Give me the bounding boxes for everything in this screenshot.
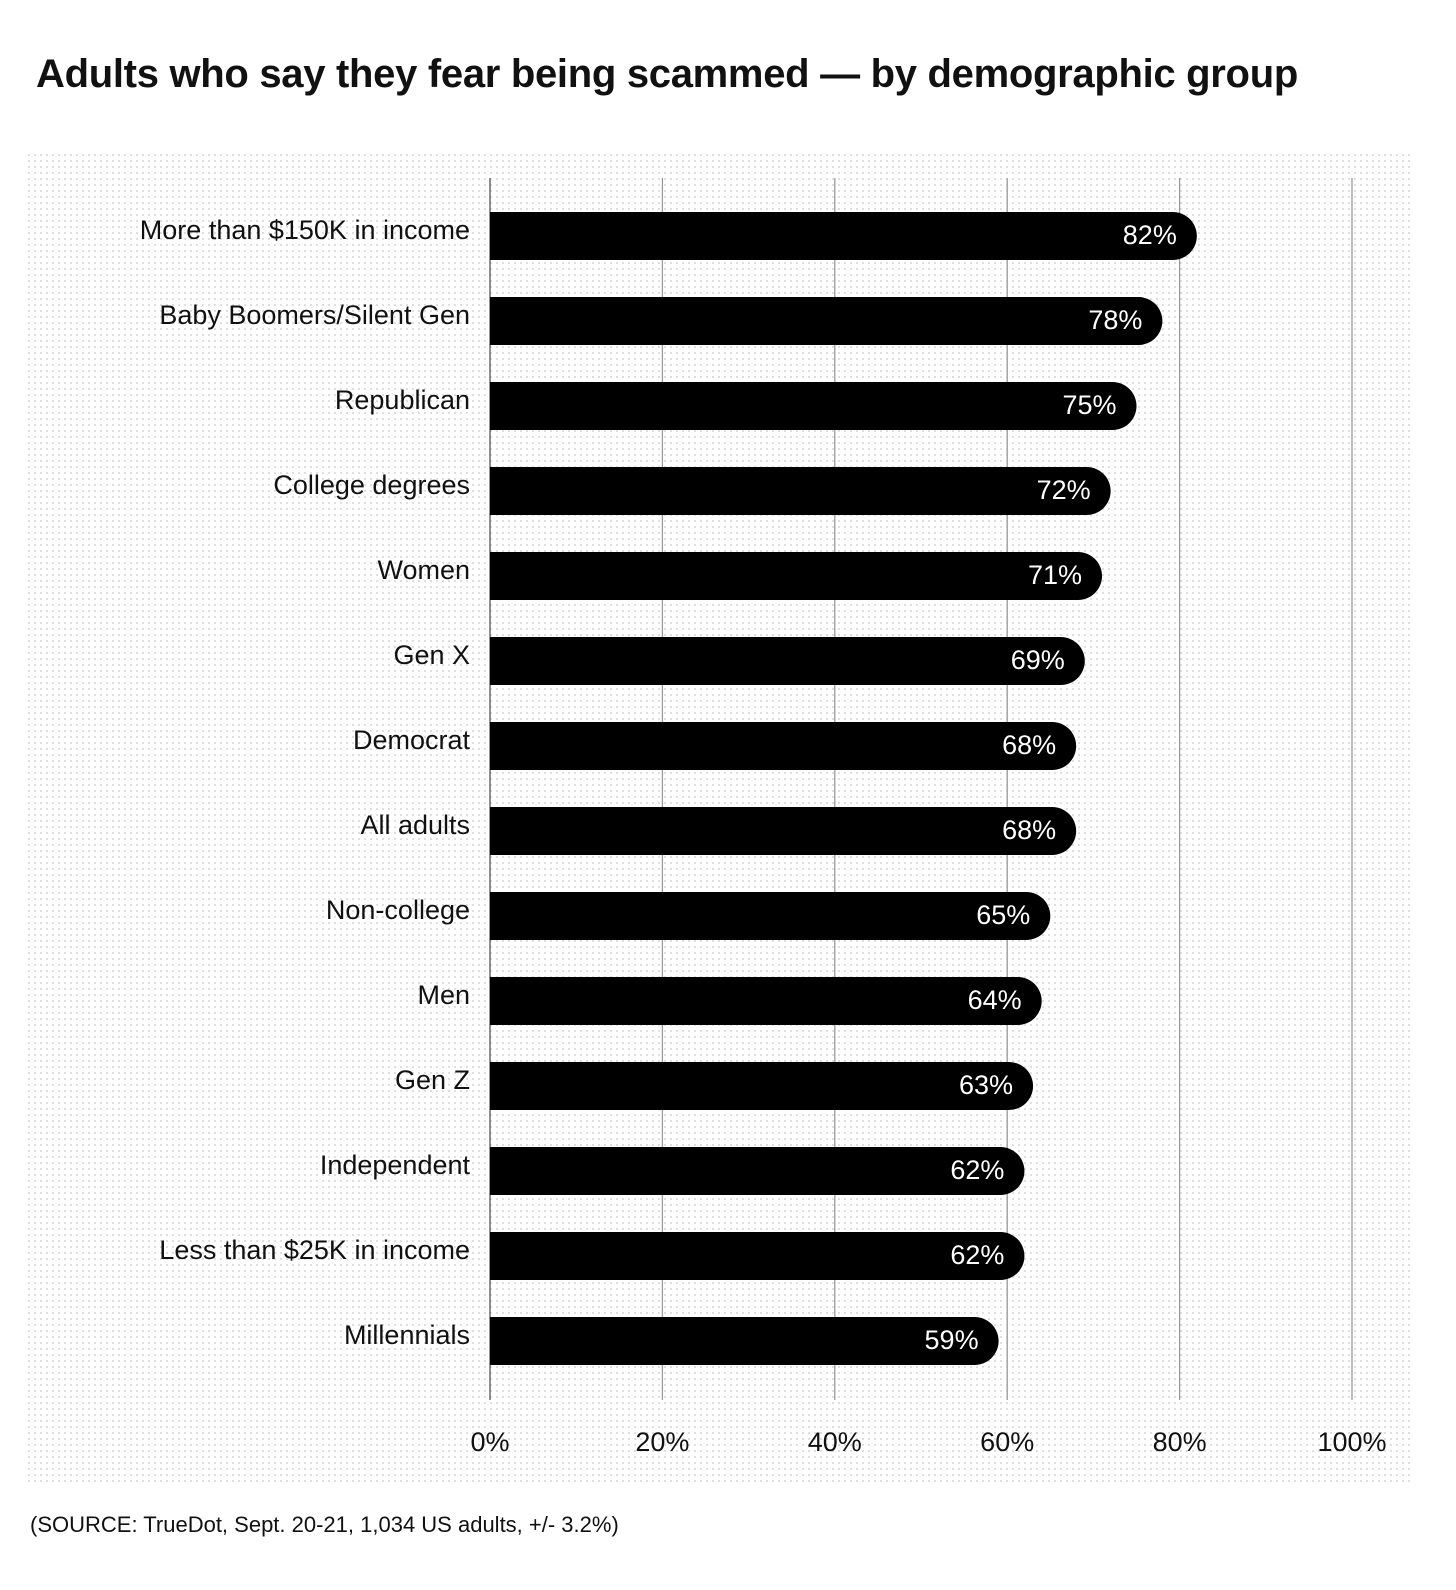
category-label: Gen Z — [395, 1065, 470, 1095]
bar — [490, 1232, 1025, 1280]
x-tick-label: 20% — [635, 1427, 689, 1457]
bar — [490, 977, 1042, 1025]
bar-value-label: 65% — [976, 900, 1030, 930]
bar — [490, 722, 1077, 770]
category-label: Men — [417, 980, 470, 1010]
bar — [490, 467, 1111, 515]
category-label: All adults — [360, 810, 470, 840]
source-note: (SOURCE: TrueDot, Sept. 20-21, 1,034 US … — [30, 1512, 619, 1537]
category-label: Baby Boomers/Silent Gen — [159, 300, 470, 330]
category-labels: More than $150K in income Baby Boomers/Si… — [140, 215, 471, 1350]
x-tick-label: 100% — [1317, 1427, 1386, 1457]
bar-value-label: 75% — [1062, 390, 1116, 420]
x-tick-label: 60% — [980, 1427, 1034, 1457]
chart-area: 82% 78% 75% 72% 71% 69% 68% 68% 65% 64% 63% 62% 62% 5… — [26, 152, 1410, 1482]
gridlines — [489, 178, 1353, 1400]
bar-value-label: 68% — [1002, 815, 1056, 845]
category-label: Republican — [335, 385, 470, 415]
bar-value-label: 62% — [950, 1240, 1004, 1270]
category-label: Non-college — [326, 895, 470, 925]
bar-value-label: 78% — [1088, 305, 1142, 335]
bar — [490, 892, 1051, 940]
category-label: Independent — [320, 1150, 471, 1180]
x-tick-label: 40% — [808, 1427, 862, 1457]
bar-value-label: 64% — [968, 985, 1022, 1015]
bars: 82% 78% 75% 72% 71% 69% 68% 68% 65% 64% 63% 62% 62% 5… — [490, 212, 1197, 1365]
bar — [490, 637, 1085, 685]
x-tick-label: 80% — [1153, 1427, 1207, 1457]
bar — [490, 297, 1163, 345]
category-label: Less than $25K in income — [159, 1235, 470, 1265]
category-label: Millennials — [344, 1320, 470, 1350]
x-axis-tick-labels: 0% 20% 40% 60% 80% 100% — [470, 1427, 1386, 1457]
bar-value-label: 72% — [1037, 475, 1091, 505]
bar — [490, 1147, 1025, 1195]
bar-chart: 82% 78% 75% 72% 71% 69% 68% 68% 65% 64% 63% 62% 62% 5… — [26, 152, 1410, 1482]
category-label: Women — [377, 555, 470, 585]
category-label: College degrees — [273, 470, 470, 500]
category-label: Gen X — [393, 640, 470, 670]
bar — [490, 382, 1137, 430]
bar-value-label: 71% — [1028, 560, 1082, 590]
chart-title: Adults who say they fear being scammed —… — [36, 52, 1298, 96]
bar-value-label: 82% — [1123, 220, 1177, 250]
category-label: Democrat — [353, 725, 471, 755]
bar — [490, 552, 1103, 600]
bar-value-label: 68% — [1002, 730, 1056, 760]
x-tick-label: 0% — [470, 1427, 509, 1457]
bar-value-label: 63% — [959, 1070, 1013, 1100]
bar-value-label: 62% — [950, 1155, 1004, 1185]
bar — [490, 1062, 1034, 1110]
category-label: More than $150K in income — [140, 215, 470, 245]
bar — [490, 807, 1077, 855]
bar-value-label: 59% — [925, 1325, 979, 1355]
bar-value-label: 69% — [1011, 645, 1065, 675]
bar — [490, 1317, 999, 1365]
bar — [490, 212, 1197, 260]
